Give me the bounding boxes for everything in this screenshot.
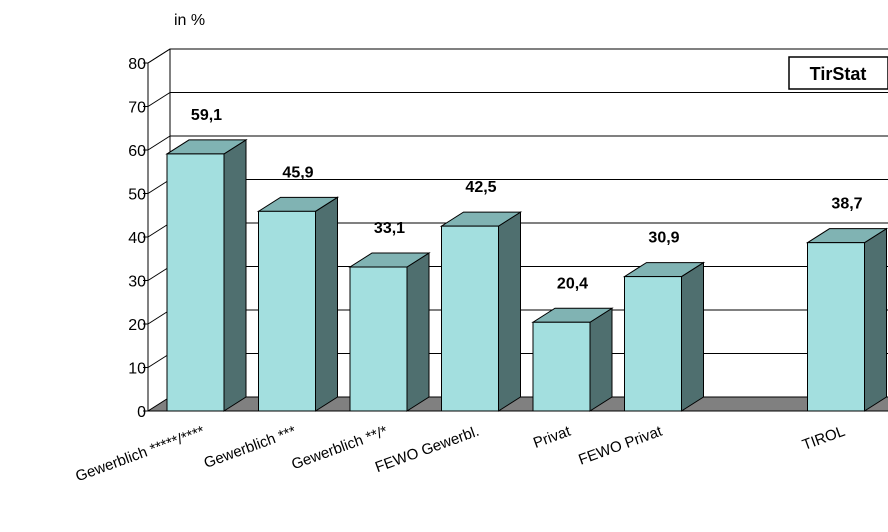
y-unit-label: in % [174, 12, 205, 29]
data-label: 42,5 [465, 179, 496, 196]
data-label: 45,9 [282, 164, 313, 181]
bar-front [807, 242, 865, 412]
y-tick-label: 80 [128, 56, 146, 73]
bar-side [864, 227, 887, 412]
y-axis: 0 10 20 30 40 50 60 70 80 [128, 48, 171, 421]
gridline-diagonal [147, 135, 171, 151]
y-tick-label: 60 [128, 143, 146, 160]
bar [622, 261, 706, 412]
y-tick-label: 70 [128, 100, 146, 117]
bar-side [315, 196, 338, 412]
bar [531, 307, 614, 412]
gridline-diagonal [147, 353, 171, 368]
bar [165, 139, 248, 412]
bar-front [166, 153, 225, 412]
y-tick-label: 20 [128, 317, 146, 334]
y-tick-label: 10 [128, 361, 146, 378]
bar-front [624, 276, 682, 412]
tirstat-badge-text: TirStat [810, 64, 867, 84]
data-label: 59,1 [191, 107, 222, 124]
gridline-diagonal [147, 222, 171, 238]
data-label: 20,4 [557, 275, 588, 292]
x-tick-label: Gewerblich *** [202, 423, 299, 472]
value-labels: 59,1 45,9 33,1 42,5 20,4 30,9 38,7 [191, 107, 863, 292]
x-tick-label: TIROL [800, 423, 847, 454]
bar-side [681, 261, 704, 412]
bar-front [441, 225, 499, 412]
bar-front [349, 266, 408, 412]
bar-side [589, 307, 613, 412]
y-tick-label: 40 [128, 230, 146, 247]
x-tick-label: Privat [531, 422, 574, 451]
gridline-diagonal [147, 179, 171, 194]
bar [348, 252, 431, 412]
x-tick-label: Gewerblich *****/**** [73, 423, 207, 486]
x-tick-label: FEWO Privat [576, 423, 665, 469]
bar [439, 211, 523, 412]
bar-front [532, 321, 591, 412]
tirstat-badge: TirStat [788, 56, 888, 90]
data-label: 38,7 [831, 196, 862, 213]
gridline-diagonal [147, 309, 171, 325]
bar [256, 196, 340, 412]
category-labels: Gewerblich *****/****Gewerblich ***Gewer… [73, 422, 847, 485]
y-tick-label: 50 [128, 187, 146, 204]
y-axis-top-diagonal [147, 48, 171, 64]
bar-front [258, 210, 316, 412]
data-label: 33,1 [374, 220, 405, 237]
x-tick-label: FEWO Gewerbl. [373, 423, 481, 476]
bar-side [406, 252, 430, 412]
data-label: 30,9 [648, 230, 679, 247]
bar [805, 227, 888, 412]
bar-side [223, 139, 247, 412]
y-tick-label: 30 [128, 274, 146, 291]
gridline-diagonal [147, 92, 171, 107]
bars [165, 139, 888, 412]
y-tick-label: 0 [137, 404, 146, 421]
bar-side [498, 211, 521, 412]
gridline-diagonal [147, 266, 171, 281]
